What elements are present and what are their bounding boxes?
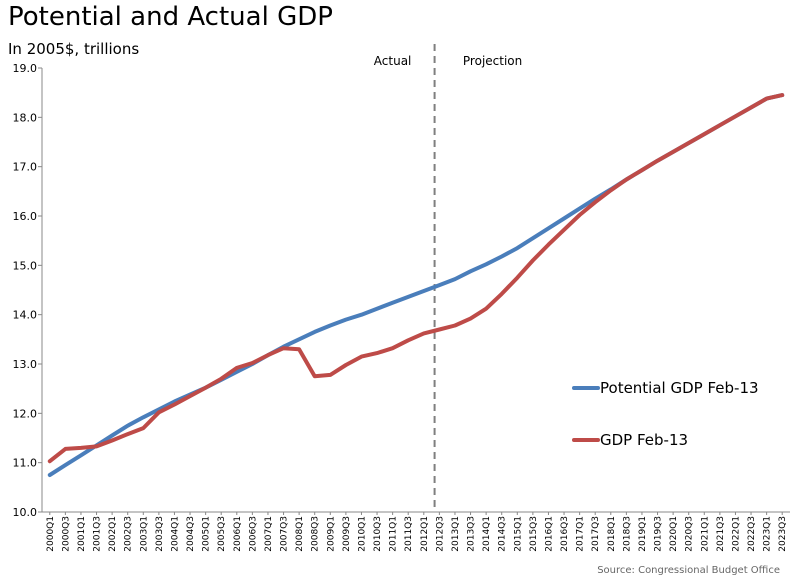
x-tick-label: 2006Q1 — [233, 516, 243, 552]
x-tick-label: 2016Q3 — [560, 516, 570, 552]
y-tick-label: 14.0 — [13, 309, 38, 322]
x-tick-label: 2000Q3 — [61, 516, 71, 552]
y-tick-label: 16.0 — [13, 210, 38, 223]
x-tick-label: 2019Q3 — [654, 516, 664, 552]
chart-title: Potential and Actual GDP — [8, 2, 333, 32]
source-note: Source: Congressional Budget Office — [597, 565, 780, 576]
y-tick-label: 13.0 — [13, 358, 38, 371]
x-tick-label: 2004Q1 — [170, 516, 180, 552]
x-tick-label: 2002Q3 — [124, 516, 134, 552]
x-tick-label: 2009Q1 — [326, 516, 336, 552]
x-tick-label: 2001Q3 — [93, 516, 103, 552]
x-tick-label: 2001Q1 — [77, 516, 87, 552]
x-tick-label: 2015Q1 — [513, 516, 523, 552]
x-tick-label: 2005Q3 — [217, 516, 227, 552]
y-tick-label: 11.0 — [13, 457, 38, 470]
x-tick-label: 2003Q1 — [139, 516, 149, 552]
x-tick-label: 2006Q3 — [248, 516, 258, 552]
x-tick-label: 2007Q3 — [280, 516, 290, 552]
x-tick-label: 2021Q1 — [700, 516, 710, 552]
y-tick-label: 19.0 — [13, 62, 38, 75]
x-tick-label: 2008Q3 — [311, 516, 321, 552]
legend-label: GDP Feb-13 — [600, 431, 688, 449]
x-tick-label: 2000Q1 — [46, 516, 56, 552]
x-tick-label: 2012Q3 — [435, 516, 445, 552]
x-tick-label: 2022Q3 — [747, 516, 757, 552]
x-tick-label: 2011Q1 — [389, 516, 399, 552]
x-tick-label: 2018Q1 — [607, 516, 617, 552]
region-label-projection: Projection — [463, 54, 522, 68]
x-tick-label: 2016Q1 — [544, 516, 554, 552]
x-tick-label: 2005Q1 — [202, 516, 212, 552]
y-tick-label: 15.0 — [13, 259, 38, 272]
x-tick-label: 2023Q1 — [763, 516, 773, 552]
y-tick-label: 12.0 — [13, 407, 38, 420]
x-tick-label: 2022Q1 — [731, 516, 741, 552]
x-tick-label: 2010Q1 — [357, 516, 367, 552]
x-tick-label: 2020Q1 — [669, 516, 679, 552]
chart-subtitle: In 2005$, trillions — [8, 40, 140, 58]
x-tick-label: 2008Q1 — [295, 516, 305, 552]
series-line-gdp — [47, 93, 785, 464]
legend-label: Potential GDP Feb-13 — [600, 379, 759, 397]
x-tick-label: 2009Q3 — [342, 516, 352, 552]
x-tick-label: 2003Q3 — [155, 516, 165, 552]
x-tick-label: 2002Q1 — [108, 516, 118, 552]
x-tick-label: 2019Q1 — [638, 516, 648, 552]
y-tick-label: 18.0 — [13, 111, 38, 124]
x-tick-label: 2017Q1 — [576, 516, 586, 552]
x-tick-label: 2014Q3 — [498, 516, 508, 552]
x-tick-label: 2023Q3 — [778, 516, 788, 552]
x-tick-label: 2007Q1 — [264, 516, 274, 552]
x-tick-label: 2012Q1 — [420, 516, 430, 552]
x-tick-label: 2013Q1 — [451, 516, 461, 552]
x-tick-label: 2014Q1 — [482, 516, 492, 552]
x-tick-label: 2011Q3 — [404, 516, 414, 552]
x-tick-label: 2021Q3 — [716, 516, 726, 552]
x-tick-label: 2015Q3 — [529, 516, 539, 552]
x-tick-label: 2013Q3 — [467, 516, 477, 552]
x-tick-label: 2017Q3 — [591, 516, 601, 552]
x-tick-label: 2004Q3 — [186, 516, 196, 552]
y-tick-label: 17.0 — [13, 161, 38, 174]
x-tick-label: 2010Q3 — [373, 516, 383, 552]
x-tick-label: 2018Q3 — [622, 516, 632, 552]
y-tick-label: 10.0 — [13, 506, 38, 519]
x-tick-label: 2020Q3 — [685, 516, 695, 552]
region-label-actual: Actual — [374, 54, 412, 68]
